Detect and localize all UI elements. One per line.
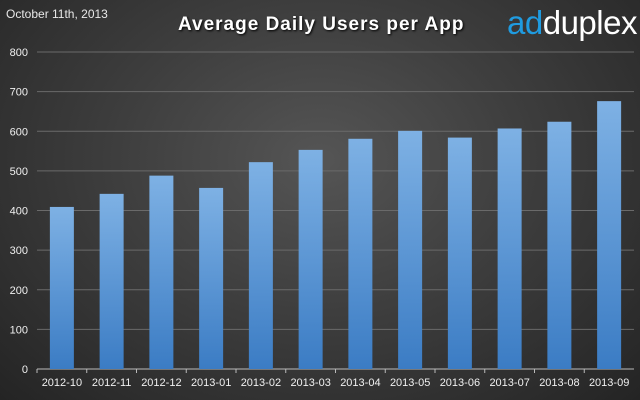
x-tick-label: 2012-11 (92, 377, 132, 389)
bar-2012-12 (149, 175, 174, 369)
y-tick-label: 200 (10, 285, 28, 297)
bar-2013-02 (248, 162, 273, 369)
bar-2013-04 (348, 138, 373, 369)
x-tick-label: 2012-12 (141, 377, 181, 389)
x-tick-label: 2013-07 (489, 377, 529, 389)
x-tick-label: 2013-09 (589, 377, 629, 389)
bars (49, 101, 622, 370)
x-tick-label: 2012-10 (42, 377, 82, 389)
x-tick-label: 2013-02 (241, 377, 281, 389)
bar-2013-06 (447, 137, 472, 369)
bar-2013-09 (597, 101, 622, 369)
y-tick-label: 400 (10, 206, 28, 218)
adduplex-logo: adduplex (507, 4, 637, 42)
bar-2013-07 (497, 128, 522, 369)
bar-2013-05 (398, 130, 423, 369)
x-tick-label: 2013-03 (290, 377, 330, 389)
gridlines (37, 51, 634, 370)
y-tick-label: 100 (10, 324, 28, 336)
bar-2013-03 (298, 149, 323, 369)
x-tick-label: 2013-01 (191, 377, 231, 389)
y-tick-label: 800 (10, 47, 28, 59)
y-tick-label: 600 (10, 126, 28, 138)
bar-2012-11 (99, 193, 124, 369)
x-tick-label: 2013-04 (340, 377, 380, 389)
bar-2013-01 (199, 187, 224, 369)
x-tick-label: 2013-08 (539, 377, 579, 389)
chart-title: Average Daily Users per App (178, 14, 465, 35)
y-tick-label: 300 (10, 245, 28, 257)
bar-2012-10 (49, 206, 74, 369)
x-tick-label: 2013-05 (390, 377, 430, 389)
logo-part-ad: ad (507, 4, 543, 41)
bar-2013-08 (547, 121, 572, 370)
y-tick-label: 500 (10, 166, 28, 178)
logo-part-duplex: duplex (542, 4, 638, 41)
report-date: October 11th, 2013 (6, 7, 108, 21)
y-tick-label: 0 (22, 364, 28, 376)
x-axis: 2012-10 2012-11 2012-12 2013-01 2013-02 2013-… (36, 369, 629, 389)
y-axis: 0 100 200 300 400 500 600 700 800 (10, 47, 28, 376)
x-tick-label: 2013-06 (440, 377, 480, 389)
y-tick-label: 700 (10, 87, 28, 99)
